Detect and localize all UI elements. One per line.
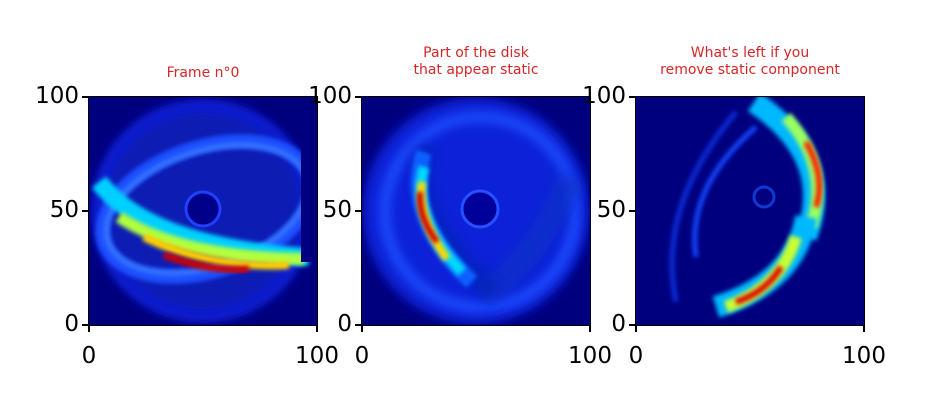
x-tick-mark [361,326,363,332]
x-tick-label: 0 [354,343,370,369]
y-tick-mark [355,324,361,326]
y-tick-label: 50 [49,197,79,223]
heatmap-image [89,97,317,325]
y-tick-mark [82,210,88,212]
panel-title: Part of the disk that appear static [413,45,539,78]
y-tick-label: 0 [64,311,79,337]
y-tick-mark [629,210,635,212]
residual-disk-image [669,97,825,318]
disk-image [91,99,317,323]
x-tick-label: 0 [81,343,97,369]
panel-title: Frame n°0 [166,65,240,81]
x-tick-mark [589,326,591,332]
x-tick-mark [316,326,318,332]
x-tick-label: 0 [628,343,644,369]
y-tick-label: 50 [596,197,626,223]
y-tick-mark [629,324,635,326]
static-disk-image [363,98,589,324]
panel-title: What's left if you remove static compone… [660,45,840,78]
y-tick-label: 0 [611,311,626,337]
y-tick-mark [355,96,361,98]
y-tick-label: 50 [322,197,352,223]
y-tick-label: 100 [35,83,79,109]
x-tick-mark [88,326,90,332]
y-tick-label: 100 [308,83,352,109]
y-tick-mark [82,324,88,326]
x-tick-mark [863,326,865,332]
x-tick-label: 100 [842,343,886,369]
y-tick-mark [629,96,635,98]
heatmap-image [362,97,590,325]
x-tick-label: 100 [568,343,612,369]
x-tick-label: 100 [295,343,339,369]
y-tick-label: 100 [582,83,626,109]
heatmap-image [636,97,864,325]
y-tick-mark [82,96,88,98]
y-tick-mark [355,210,361,212]
x-tick-mark [635,326,637,332]
y-tick-label: 0 [337,311,352,337]
